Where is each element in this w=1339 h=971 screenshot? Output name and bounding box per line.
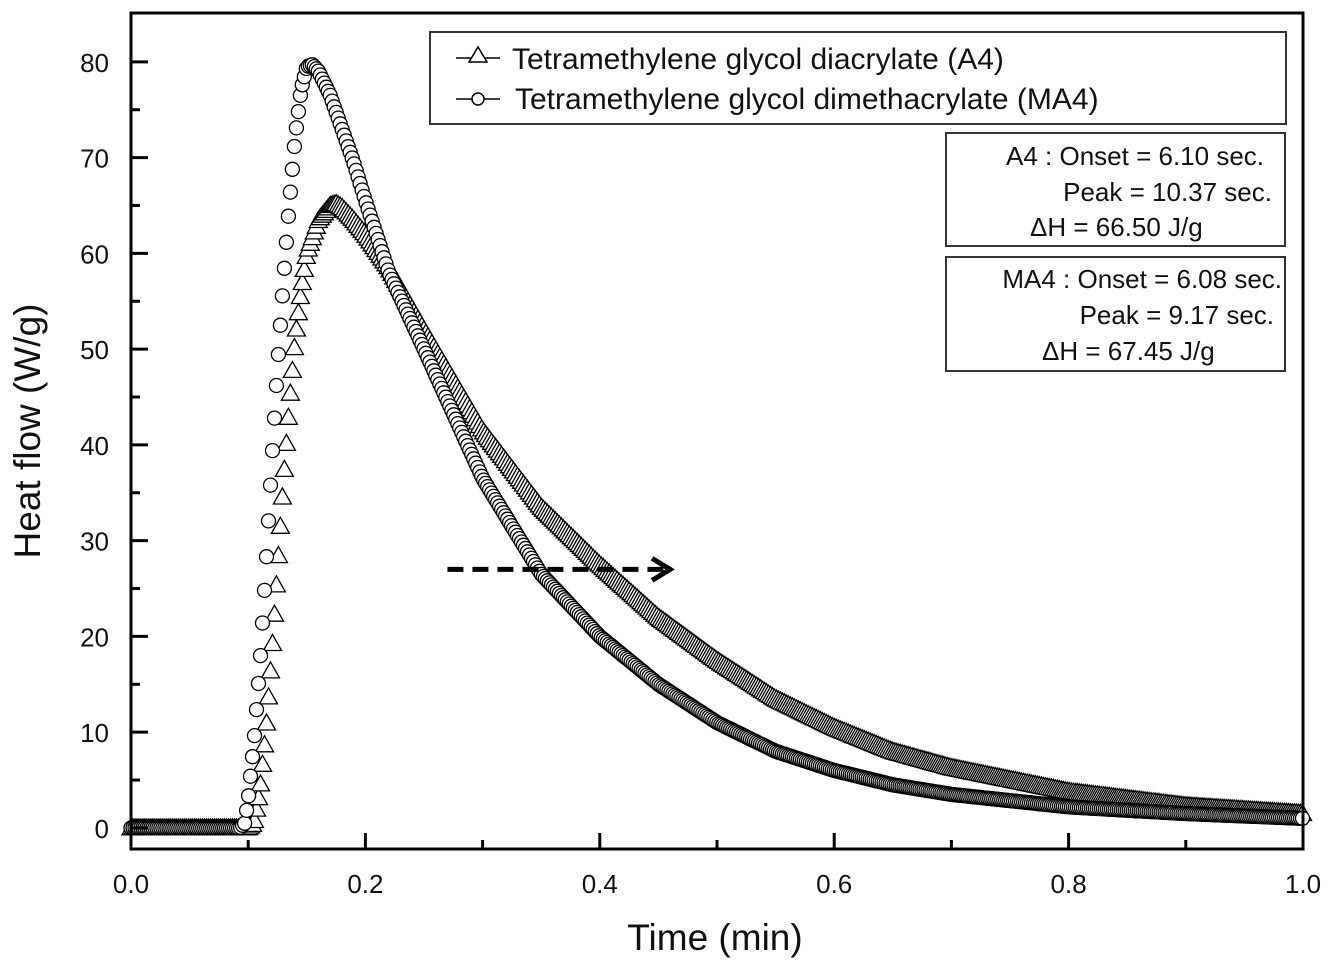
ma4-data-point	[246, 727, 263, 744]
y-tick-label: 80	[80, 48, 109, 78]
ma4-data-point	[268, 377, 285, 394]
legend-triangle-icon	[456, 45, 500, 63]
ma4-peak: Peak = 9.17 sec.	[1080, 300, 1274, 330]
a4-data-point	[280, 382, 301, 401]
y-tick-label: 40	[80, 431, 109, 461]
ma4-data-point	[266, 410, 283, 426]
a4-data-point	[258, 686, 279, 705]
annotation-ma4-box	[945, 256, 1286, 372]
legend-label-a4: Tetramethylene glycol diacrylate (A4)	[512, 43, 1004, 76]
a4-data-point	[282, 360, 303, 379]
legend-label-ma4: Tetramethylene glycol dimethacrylate (MA…	[515, 83, 1099, 116]
y-tick-label: 70	[80, 144, 109, 174]
x-axis-ticks: 0.0 0.2 0.4 0.6 0.8 1.0	[113, 833, 1321, 899]
a4-data-point	[262, 633, 283, 652]
a4-data-point	[270, 515, 291, 534]
ma4-data-point	[286, 138, 303, 155]
x-tick-label: 1.0	[1285, 869, 1321, 899]
a4-data-point	[272, 486, 293, 505]
y-tick-label: 20	[80, 622, 109, 652]
dashed-arrow	[447, 556, 675, 583]
arrow-head-icon	[650, 556, 675, 583]
ma4-data-point	[260, 513, 277, 529]
ma4-data-point	[252, 647, 269, 664]
ma4-data-point	[248, 701, 265, 718]
y-tick-label: 60	[80, 239, 109, 269]
ma4-onset: MA4 : Onset = 6.08 sec.	[1002, 264, 1282, 294]
annotation-a4: A4 : Onset = 6.10 sec. Peak = 10.37 sec.…	[945, 132, 1286, 247]
x-tick-label: 0.4	[582, 869, 618, 899]
ma4-data-point	[274, 288, 291, 304]
y-axis-ticks: 0 10 20 30 40 50 60 70 80	[80, 48, 148, 844]
a4-data-point	[256, 712, 277, 731]
a4-onset: A4 : Onset = 6.10 sec.	[1006, 141, 1264, 171]
ma4-data-point	[282, 184, 299, 200]
x-axis-title: Time (min)	[627, 917, 802, 958]
a4-data-point	[260, 660, 281, 679]
a4-data-point	[278, 406, 299, 425]
a4-data-point	[286, 318, 307, 337]
ma4-data-point	[276, 260, 293, 276]
a4-data-point	[266, 574, 287, 593]
y-axis-title: Heat flow (W/g)	[7, 304, 48, 559]
ma4-data-point	[272, 317, 289, 333]
ma4-data-point	[256, 582, 273, 599]
a4-data-point	[254, 734, 275, 753]
ma4-data-point	[288, 120, 305, 136]
a4-data-point	[250, 773, 271, 792]
ma4-data-point	[242, 768, 259, 784]
a4-enthalpy: ΔH = 66.50 J/g	[1030, 212, 1203, 242]
ma4-data-point	[278, 234, 295, 250]
legend-circle-icon	[456, 92, 500, 106]
legend-box	[429, 31, 1287, 125]
a4-data-point	[276, 433, 297, 452]
a4-peak: Peak = 10.37 sec.	[1063, 177, 1272, 207]
ma4-data-point	[290, 103, 307, 120]
ma4-data-point	[258, 549, 275, 565]
x-tick-label: 0.2	[347, 869, 383, 899]
y-tick-label: 50	[80, 335, 109, 365]
ma4-data-point	[280, 208, 297, 224]
ma4-data-point	[244, 749, 261, 765]
x-tick-label: 0.0	[113, 869, 149, 899]
legend: Tetramethylene glycol diacrylate (A4) Te…	[429, 31, 1287, 125]
ma4-data-point	[264, 442, 281, 459]
ma4-data-point	[254, 615, 271, 631]
x-tick-label: 0.8	[1051, 869, 1087, 899]
a4-data-point	[290, 286, 311, 305]
series-ma4-markers	[123, 57, 1311, 836]
ma4-data-point	[236, 815, 253, 831]
a4-data-point	[288, 302, 309, 321]
annotation-a4-box	[945, 132, 1286, 247]
a4-data-point	[284, 337, 305, 356]
a4-data-point	[292, 272, 313, 291]
a4-data-point	[274, 459, 295, 478]
a4-data-point	[264, 603, 285, 622]
ma4-data-point	[238, 802, 255, 819]
ma4-data-point	[284, 161, 301, 177]
ma4-data-point	[262, 477, 279, 493]
a4-data-point	[252, 753, 273, 772]
y-tick-label: 10	[80, 718, 109, 748]
y-tick-label: 30	[80, 527, 109, 557]
ma4-data-point	[270, 346, 287, 363]
ma4-enthalpy: ΔH = 67.45 J/g	[1042, 336, 1215, 366]
a4-data-point	[294, 259, 315, 278]
annotation-ma4: MA4 : Onset = 6.08 sec. Peak = 9.17 sec.…	[945, 256, 1286, 372]
x-tick-label: 0.6	[816, 869, 852, 899]
y-tick-label: 0	[95, 814, 109, 844]
ma4-data-point	[240, 788, 257, 804]
ma4-data-point	[250, 675, 267, 692]
